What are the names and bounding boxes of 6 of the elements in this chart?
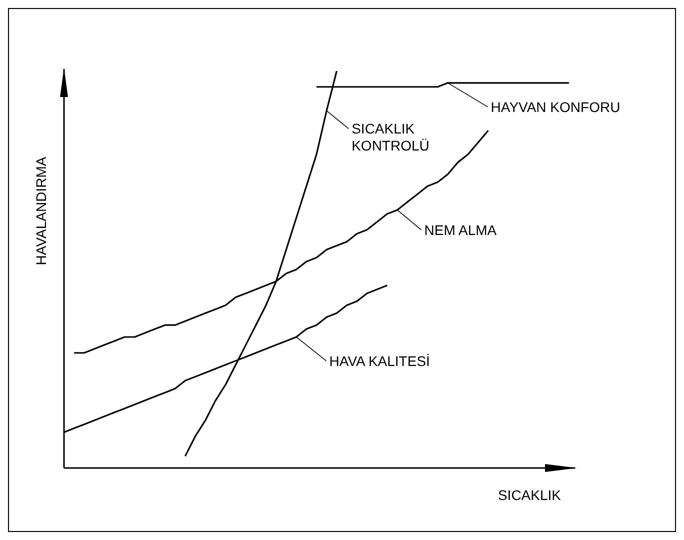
y-axis-title: HAVALANDIRMA — [33, 156, 49, 266]
series-label: SICAKLIK KONTROLÜ — [352, 120, 430, 154]
series-label: HAYVAN KONFORU — [490, 98, 620, 115]
x-axis-title: SICAKLIK — [498, 487, 562, 503]
text: HAVA KALITESİ — [329, 352, 430, 369]
series-label: NEM ALMA — [424, 222, 498, 238]
